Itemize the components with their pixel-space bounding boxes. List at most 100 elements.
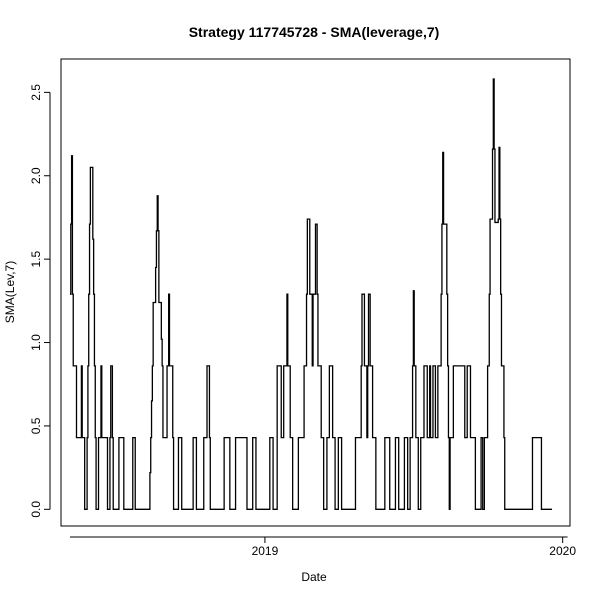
data-point xyxy=(315,223,317,225)
data-point xyxy=(100,365,102,367)
data-point xyxy=(504,508,506,510)
data-point xyxy=(151,365,153,367)
data-point xyxy=(363,365,365,367)
data-point xyxy=(206,365,208,367)
data-point xyxy=(80,365,82,367)
data-point xyxy=(72,365,74,367)
data-point xyxy=(95,508,97,510)
data-point xyxy=(155,266,157,268)
data-point xyxy=(110,365,112,367)
data-point xyxy=(360,365,362,367)
data-point xyxy=(172,437,174,439)
data-point xyxy=(312,293,314,295)
data-point xyxy=(252,437,254,439)
data-point xyxy=(118,437,120,439)
data-point xyxy=(434,437,436,439)
data-point xyxy=(409,437,411,439)
data-point xyxy=(203,437,205,439)
data-point xyxy=(192,437,194,439)
data-point xyxy=(92,238,94,240)
data-point xyxy=(432,365,434,367)
data-point xyxy=(235,437,237,439)
data-point xyxy=(181,508,183,510)
data-point xyxy=(426,437,428,439)
data-point xyxy=(297,437,299,439)
data-point xyxy=(132,437,134,439)
y-tick-label: 0.5 xyxy=(29,417,43,434)
data-point xyxy=(437,365,439,367)
data-point xyxy=(498,146,500,148)
data-point xyxy=(280,437,282,439)
data-point xyxy=(75,365,77,367)
data-point xyxy=(150,437,152,439)
data-point xyxy=(87,365,89,367)
data-point xyxy=(323,508,325,510)
data-point xyxy=(229,508,231,510)
data-point xyxy=(223,437,225,439)
x-tick-label: 2020 xyxy=(549,544,576,558)
data-point xyxy=(413,365,415,367)
data-point xyxy=(367,365,369,367)
data-point xyxy=(98,437,100,439)
data-point xyxy=(161,365,163,367)
data-point xyxy=(168,293,170,295)
data-point xyxy=(71,155,73,157)
x-tick-label: 2019 xyxy=(252,544,279,558)
data-point xyxy=(272,508,274,510)
data-point xyxy=(311,365,313,367)
data-point xyxy=(255,508,257,510)
y-axis: 0.0 0.5 1.0 1.5 2.0 2.5 xyxy=(29,84,51,518)
data-point xyxy=(123,508,125,510)
data-point xyxy=(306,293,308,295)
data-point xyxy=(375,508,377,510)
data-point xyxy=(469,437,471,439)
data-point xyxy=(540,508,542,510)
data-point xyxy=(494,221,496,223)
data-point xyxy=(109,437,111,439)
data-point xyxy=(440,293,442,295)
data-point xyxy=(84,508,86,510)
data-point xyxy=(492,78,494,80)
data-point xyxy=(152,302,154,304)
data-point xyxy=(209,508,211,510)
data-point xyxy=(366,437,368,439)
x-axis-label: Date xyxy=(301,570,327,584)
data-point xyxy=(474,508,476,510)
data-point xyxy=(208,437,210,439)
data-point xyxy=(93,293,95,295)
data-point xyxy=(499,218,501,220)
data-point xyxy=(93,365,95,367)
series-group xyxy=(69,78,553,510)
data-point xyxy=(162,437,164,439)
data-point xyxy=(389,508,391,510)
data-point xyxy=(430,437,432,439)
data-point xyxy=(101,437,103,439)
data-point xyxy=(306,218,308,220)
data-point xyxy=(177,437,179,439)
data-point xyxy=(158,302,160,304)
data-point xyxy=(500,365,502,367)
data-point xyxy=(168,365,170,367)
y-tick-label: 1.5 xyxy=(29,250,43,267)
data-point xyxy=(283,365,285,367)
data-point xyxy=(394,437,396,439)
data-point xyxy=(369,365,371,367)
data-point xyxy=(407,508,409,510)
data-point xyxy=(337,437,339,439)
data-point xyxy=(292,508,294,510)
data-point xyxy=(361,293,363,295)
data-point xyxy=(398,508,400,510)
data-point xyxy=(146,508,148,510)
data-point xyxy=(276,365,278,367)
data-point xyxy=(149,472,151,474)
data-point xyxy=(269,437,271,439)
data-point xyxy=(442,151,444,153)
data-point xyxy=(320,437,322,439)
data-point xyxy=(86,437,88,439)
data-point xyxy=(449,437,451,439)
data-point xyxy=(466,365,468,367)
data-point xyxy=(482,508,484,510)
data-point xyxy=(464,437,466,439)
